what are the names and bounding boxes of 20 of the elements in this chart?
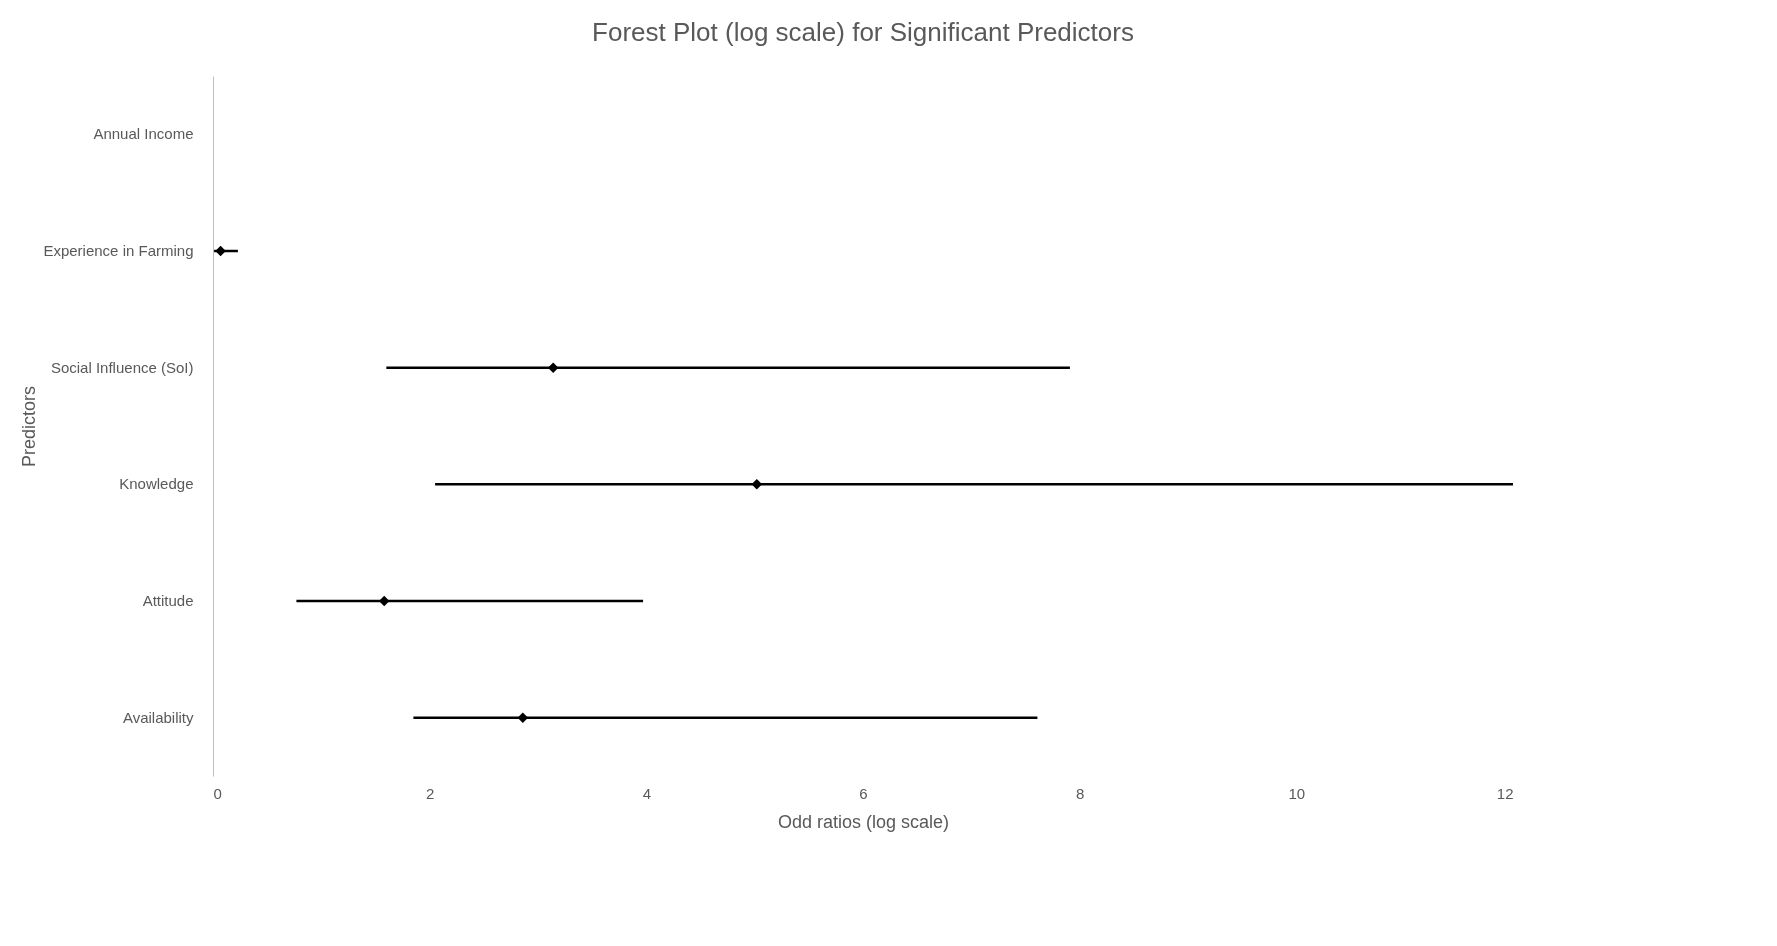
y-tick-label: Attitude (142, 592, 194, 609)
x-tick-label: 6 (859, 784, 868, 802)
x-tick-label: 0 (213, 784, 222, 802)
y-tick-label: Availability (122, 708, 194, 726)
chart-title: Forest Plot (log scale) for Significant Predictors (592, 17, 1134, 47)
point (517, 712, 529, 723)
y-tick-label: Social Influence (SoI) (50, 358, 194, 376)
x-tick-label: 10 (1288, 784, 1306, 802)
x-tick-label: 4 (642, 784, 652, 802)
x-tick-label: 8 (1075, 784, 1085, 802)
y-tick-label: Knowledge (119, 475, 194, 493)
point (547, 362, 559, 373)
x-tick-label: 2 (425, 784, 435, 802)
point (751, 479, 763, 490)
x-axis-title: Odd ratios (log scale) (777, 811, 950, 832)
y-tick-label: Annual Income (93, 125, 194, 143)
x-tick-label: 12 (1496, 784, 1514, 802)
point (215, 245, 226, 257)
y-tick-label: Experience in Farming (43, 242, 194, 259)
y-axis-title: Predictors (19, 385, 40, 468)
